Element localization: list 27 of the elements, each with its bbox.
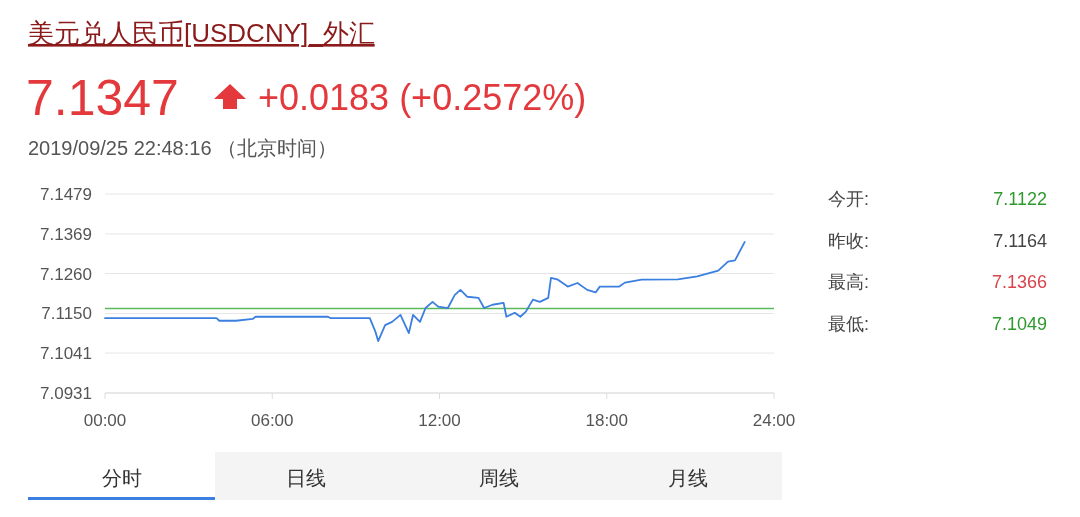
ytick: 7.1260 — [40, 264, 92, 284]
annotation: +0.0183 (+0.2572%) — [258, 77, 587, 118]
annotation: 7.1122 — [993, 189, 1047, 209]
annotation: 周线 — [479, 467, 519, 489]
subtitle: 7.1347 — [26, 70, 179, 126]
annotation: 7.1049 — [991, 314, 1047, 334]
ytick: 7.1041 — [40, 344, 92, 364]
ytick: 7.1369 — [40, 224, 92, 244]
title: 美元兑人民币[USDCNY]_外汇 — [28, 18, 375, 48]
annotation: 最高: — [828, 272, 869, 292]
annotation: 分时 — [102, 467, 142, 489]
xtick: 06:00 — [251, 411, 294, 430]
annotation: 日线 — [286, 467, 326, 489]
annotation: 今开: — [828, 189, 869, 209]
ytick: 7.0931 — [40, 384, 92, 403]
xtick: 12:00 — [418, 411, 461, 430]
annotation: 2019/09/25 22:48:16 （北京时间） — [28, 137, 338, 159]
ytick: 7.1479 — [40, 185, 92, 204]
xtick: 00:00 — [83, 411, 127, 430]
xtick: 18:00 — [585, 411, 628, 430]
annotation: 月线 — [668, 467, 708, 489]
xtick: 24:00 — [752, 411, 796, 430]
annotation: 昨收: — [828, 231, 869, 251]
ytick: 7.1150 — [41, 304, 92, 324]
annotation: 7.1164 — [993, 231, 1047, 251]
annotation: 最低: — [828, 314, 869, 334]
annotation: 7.1366 — [991, 272, 1047, 292]
